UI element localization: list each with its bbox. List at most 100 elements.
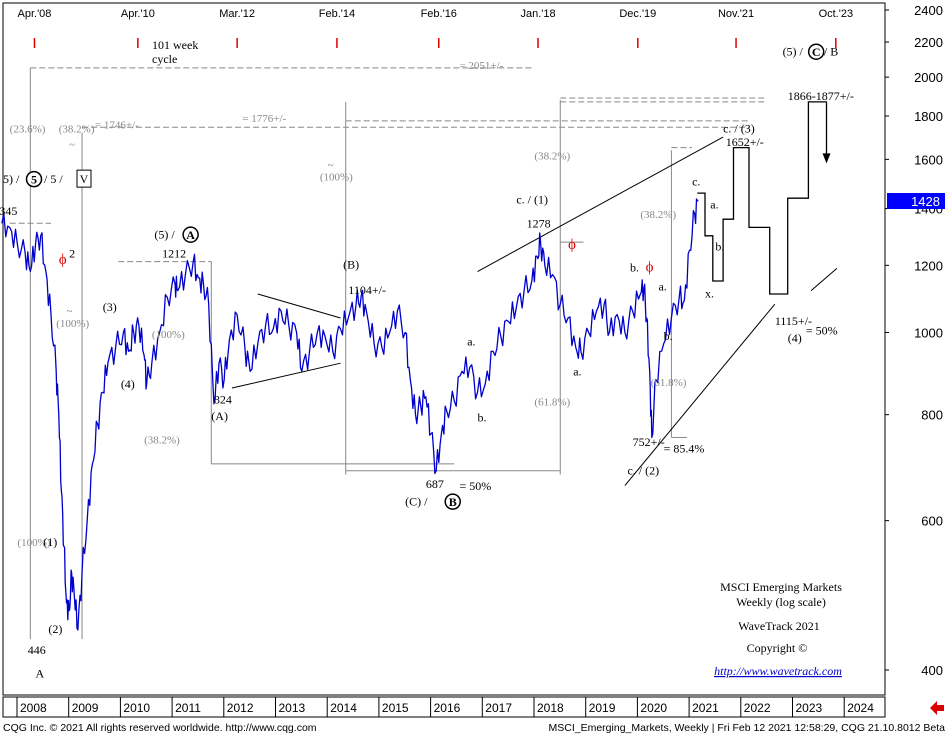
price-series <box>1 198 699 631</box>
fib-100: (100%) <box>17 537 50 549</box>
x-tick-label: 2008 <box>20 701 47 715</box>
x-axis: 2008 2009 2010 2011 2012 2013 2014 2015 2016 2017… <box>16 697 874 717</box>
channel-upper <box>477 136 724 272</box>
fib-382: (38.2%) <box>59 124 95 136</box>
cycle-label: Mar.'12 <box>219 8 255 20</box>
copyright-label: Copyright © <box>747 641 808 655</box>
circled-5-circle <box>25 170 43 188</box>
x-tick-label: 2018 <box>537 701 564 715</box>
x-tick-label: 2014 <box>330 701 357 715</box>
circled-B-circle <box>444 493 461 510</box>
label-a: a. <box>658 280 666 294</box>
label-b: b. <box>664 329 673 343</box>
label-wave-2: (2) <box>48 622 62 636</box>
fib-382: (38.2%) <box>534 150 570 162</box>
chart-subtitle: Weekly (log scale) <box>736 595 826 609</box>
phi-icon: ϕ <box>646 260 654 276</box>
label-wave-3: (3) <box>103 300 117 314</box>
label-752: 752+/- <box>633 435 665 449</box>
tilde: ~ <box>67 306 73 318</box>
plot-frame <box>2 2 886 696</box>
label-b: b. <box>715 239 724 253</box>
x-tick-label: 2019 <box>589 701 616 715</box>
label-1104: 1104+/- <box>348 283 386 297</box>
label-5C-B: (5) / <box>783 45 804 59</box>
label-wave-4: (4) <box>121 377 135 391</box>
footer-left: CQG Inc. © 2021 All rights reserved worl… <box>3 722 317 734</box>
tilde: ~ <box>328 160 334 172</box>
wave-structure-lines <box>9 67 838 640</box>
x-tick-label: 2012 <box>227 701 254 715</box>
x-tick-label: 2009 <box>72 701 99 715</box>
circled-C: C <box>812 45 821 59</box>
phi-squared: 2 <box>69 247 75 261</box>
label-854: = 85.4% <box>664 441 705 455</box>
circled-A: A <box>186 228 195 242</box>
label-b: b. <box>630 261 639 275</box>
circled-5: 5 <box>31 173 37 187</box>
label-1278: 1278 <box>527 216 551 230</box>
label-wave5-left-b: / 5 / <box>44 172 63 186</box>
y-tick-label: 1200 <box>914 258 943 273</box>
x-tick-label: 2017 <box>485 701 512 715</box>
tri-V-box <box>76 169 92 188</box>
y-tick-label: 2000 <box>914 70 943 85</box>
label-wave-A-bottom: A <box>36 666 45 680</box>
phi-icon: ϕ <box>59 252 67 268</box>
label-c: c. <box>692 175 700 189</box>
x-tick-label: 2013 <box>279 701 306 715</box>
y-tick-label: 1800 <box>914 109 943 124</box>
label-C-B: (C) / <box>405 495 428 509</box>
chart-title: MSCI Emerging Markets <box>720 580 842 594</box>
label-687: 687 <box>426 477 444 491</box>
circled-C-circle <box>807 43 825 60</box>
label-2051: = 2051+/- <box>459 60 503 72</box>
price-line <box>1 198 699 631</box>
last-price-value: 1428 <box>911 194 940 209</box>
y-tick-label: 400 <box>921 663 943 678</box>
cycle-label: Oct.'23 <box>819 8 854 20</box>
scroll-right-arrow[interactable] <box>930 701 944 715</box>
label-c3: c. / (3) <box>723 122 755 136</box>
label-50-final: = 50% <box>806 323 838 337</box>
fib-100: (100%) <box>320 172 353 184</box>
tilde: ~ <box>69 139 75 151</box>
y-tick-label: 800 <box>921 408 943 423</box>
label-wave-B: (B) <box>343 257 359 271</box>
wavetrack-link[interactable]: http://www.wavetrack.com <box>714 664 842 678</box>
circled-A-circle <box>182 226 199 243</box>
channel-lower <box>624 303 776 486</box>
x-tick-label: 2015 <box>382 701 409 715</box>
label-x: x. <box>705 286 714 300</box>
label-wave-A: (A) <box>211 409 228 423</box>
y-tick-label: 1600 <box>914 152 943 167</box>
label-1746: = 1746+/- <box>95 119 139 131</box>
label-wave5-left: 5) / <box>3 172 20 186</box>
wavetrack-label: WaveTrack 2021 <box>738 619 820 633</box>
y-tick-label: 1000 <box>914 325 943 340</box>
footer-right: MSCI_Emerging_Markets, Weekly | Fri Feb … <box>549 722 946 734</box>
fib-382: (38.2%) <box>144 434 180 446</box>
projection-arrow-icon <box>822 153 831 164</box>
label-50-2016: = 50% <box>459 479 491 493</box>
label-1776: = 1776+/- <box>242 113 286 125</box>
cycle-label: Dec.'19 <box>619 8 656 20</box>
fib-236: (23.6%) <box>10 124 46 136</box>
y-tick-label: 600 <box>921 514 943 529</box>
phi-icon: ϕ <box>568 237 576 253</box>
cycle-label: Apr.'10 <box>121 8 155 20</box>
projection-line <box>697 101 828 295</box>
x-axis-strip <box>2 696 886 718</box>
triangle-top <box>257 293 341 319</box>
label-1345: 345 <box>0 204 17 218</box>
scroll-arrow-icon[interactable] <box>930 701 944 715</box>
triangle-bottom <box>231 362 341 389</box>
x-tick-label: 2024 <box>847 701 874 715</box>
cycle-note: 101 week <box>152 38 198 52</box>
x-tick-label: 2020 <box>640 701 667 715</box>
label-c1: c. / (1) <box>516 192 548 206</box>
label-5C-B-b: / B <box>824 45 838 59</box>
fib-618: (61.8%) <box>534 397 570 409</box>
x-tick-label: 2021 <box>692 701 719 715</box>
